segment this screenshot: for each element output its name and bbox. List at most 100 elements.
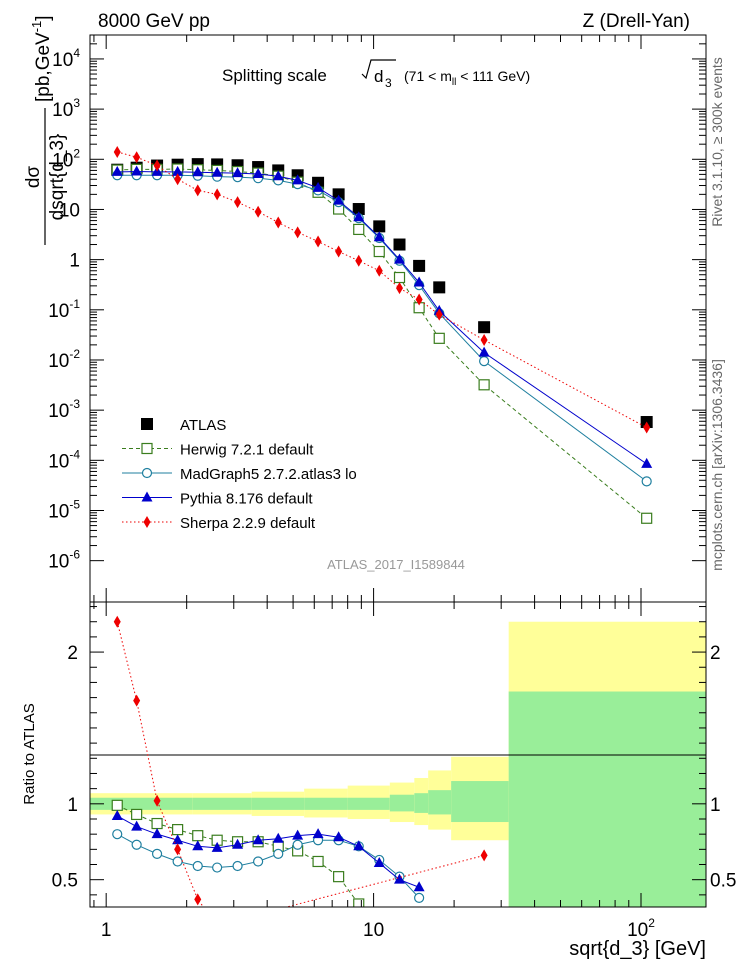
ylabel-unit-start: [pb,GeV <box>33 32 54 102</box>
data-point-sherpa <box>213 188 221 201</box>
band-inner <box>508 691 706 907</box>
title-range: (71 < mll < 111 GeV) <box>404 68 530 88</box>
ratio-point-pythia <box>211 841 223 852</box>
data-point-sherpa <box>314 235 322 248</box>
ratio-point-pythia <box>272 832 284 843</box>
data-point-pythia <box>312 181 324 192</box>
ratio-point-sherpa <box>194 893 202 906</box>
legend-label: Herwig 7.2.1 default <box>180 442 314 459</box>
ratio-point-pythia <box>394 873 406 884</box>
data-point-sherpa <box>355 254 363 267</box>
data-point-pythia <box>211 166 223 177</box>
data-point-atlas <box>393 238 406 251</box>
ratio-point-pythia <box>413 881 425 892</box>
series-atlas <box>111 158 653 429</box>
ratio-point-madgraph <box>232 860 243 872</box>
ratio-line-pythia <box>117 815 420 888</box>
legend-label: Sherpa 2.2.9 default <box>180 515 316 532</box>
data-point-pythia <box>172 165 184 176</box>
analysis-watermark: ATLAS_2017_I1589844 <box>327 557 465 572</box>
data-point-sherpa <box>335 245 343 258</box>
title-range-start: (71 < m <box>404 68 452 84</box>
data-point-herwig <box>433 332 445 344</box>
ratio-point-madgraph <box>273 848 284 859</box>
ratio-point-sherpa <box>174 843 182 856</box>
data-point-sherpa <box>234 196 242 209</box>
band-inner <box>251 797 305 810</box>
y-tick-label: 10 <box>59 200 80 221</box>
legend-entry-madgraph: MadGraph5 2.7.2.atlas3 lo <box>122 466 357 483</box>
ratio-y-tick-label: 0.5 <box>52 871 78 892</box>
y-tick-label: 10-6 <box>48 548 80 573</box>
ratio-axis-ticks: 0.5 0.5 1 1 2 2 1 10 102 <box>52 602 736 941</box>
ratio-point-herwig <box>111 799 123 811</box>
ratio-line-madgraph <box>117 833 420 899</box>
title-sqrt-symbol <box>361 59 396 80</box>
data-point-sherpa <box>174 173 182 186</box>
main-axis-ticks: 10-6 10-5 10-4 10-3 10-2 10-1 1 10 102 103 104 <box>48 34 706 602</box>
ratio-point-herwig <box>312 855 324 868</box>
ratio-uncertainty-band <box>90 621 706 907</box>
ratio-point-herwig <box>131 808 143 821</box>
data-point-sherpa <box>643 421 651 434</box>
ratio-series-sherpa <box>113 615 488 907</box>
ratio-point-madgraph <box>212 862 223 873</box>
legend-label: Pythia 8.176 default <box>180 491 313 508</box>
ratio-point-herwig <box>172 824 184 836</box>
y-tick-label: 102 <box>52 146 80 171</box>
ylabel-denominator: dsqrt{d_3} <box>47 134 68 221</box>
data-point-pythia <box>232 167 244 178</box>
ratio-ylabel: Ratio to ATLAS <box>21 703 38 804</box>
ratio-y-tick-label-right: 0.5 <box>710 871 736 892</box>
legend-marker <box>141 491 153 502</box>
plot-title: Splitting scale d 3 (71 < mll < 111 GeV) <box>222 59 530 90</box>
header-right: Z (Drell-Yan) <box>583 11 690 32</box>
ratio-point-pythia <box>373 856 385 867</box>
ratio-point-pythia <box>151 828 163 839</box>
ratio-point-madgraph <box>131 839 142 850</box>
y-tick-label: 10-3 <box>48 397 80 422</box>
band-inner <box>414 793 429 813</box>
data-point-sherpa <box>435 308 443 321</box>
legend-label: ATLAS <box>180 417 226 434</box>
data-point-sherpa <box>415 293 423 306</box>
data-point-herwig <box>373 245 385 258</box>
ratio-point-pythia <box>312 828 324 839</box>
x-tick-label: 102 <box>627 916 655 941</box>
series-pythia <box>111 165 653 468</box>
y-tick-label: 10-1 <box>48 297 80 322</box>
ratio-point-pythia <box>292 829 304 840</box>
ratio-series-herwig <box>111 799 365 907</box>
y-tick-label: 10-4 <box>48 447 80 472</box>
data-point-herwig <box>353 223 365 236</box>
legend-entry-herwig: Herwig 7.2.1 default <box>122 442 314 459</box>
ratio-point-madgraph <box>151 848 163 859</box>
ratio-point-madgraph <box>112 829 123 840</box>
ratio-point-pythia <box>192 840 204 851</box>
y-tick-label: 10-2 <box>48 347 80 372</box>
title-text: Splitting scale <box>222 66 327 85</box>
ratio-point-sherpa <box>113 615 121 628</box>
data-point-pythia <box>252 167 264 178</box>
data-point-pythia <box>111 165 123 176</box>
data-point-sherpa <box>113 145 121 158</box>
main-series <box>111 145 653 524</box>
legend-label: MadGraph5 2.7.2.atlas3 lo <box>180 466 357 483</box>
main-panel: 10-6 10-5 10-4 10-3 10-2 10-1 1 10 102 103 104 <box>48 34 707 603</box>
data-point-pythia <box>394 253 406 264</box>
legend-entry-sherpa: Sherpa 2.2.9 default <box>122 515 316 532</box>
legend-marker <box>141 467 153 479</box>
band-inner <box>304 797 348 810</box>
ratio-point-pythia <box>353 840 365 851</box>
ratio-point-herwig <box>151 817 163 830</box>
y-tick-label: 104 <box>52 46 80 71</box>
data-point-atlas <box>478 321 491 334</box>
ratio-point-sherpa <box>480 849 488 862</box>
legend: ATLAS Herwig 7.2.1 default MadGraph5 2.7.2… <box>122 417 357 532</box>
ratio-point-madgraph <box>192 860 203 872</box>
series-madgraph <box>112 170 652 487</box>
title-range-end: < 111 GeV) <box>456 68 530 84</box>
band-inner <box>192 797 252 810</box>
ratio-y-tick-label-right: 2 <box>710 643 721 664</box>
